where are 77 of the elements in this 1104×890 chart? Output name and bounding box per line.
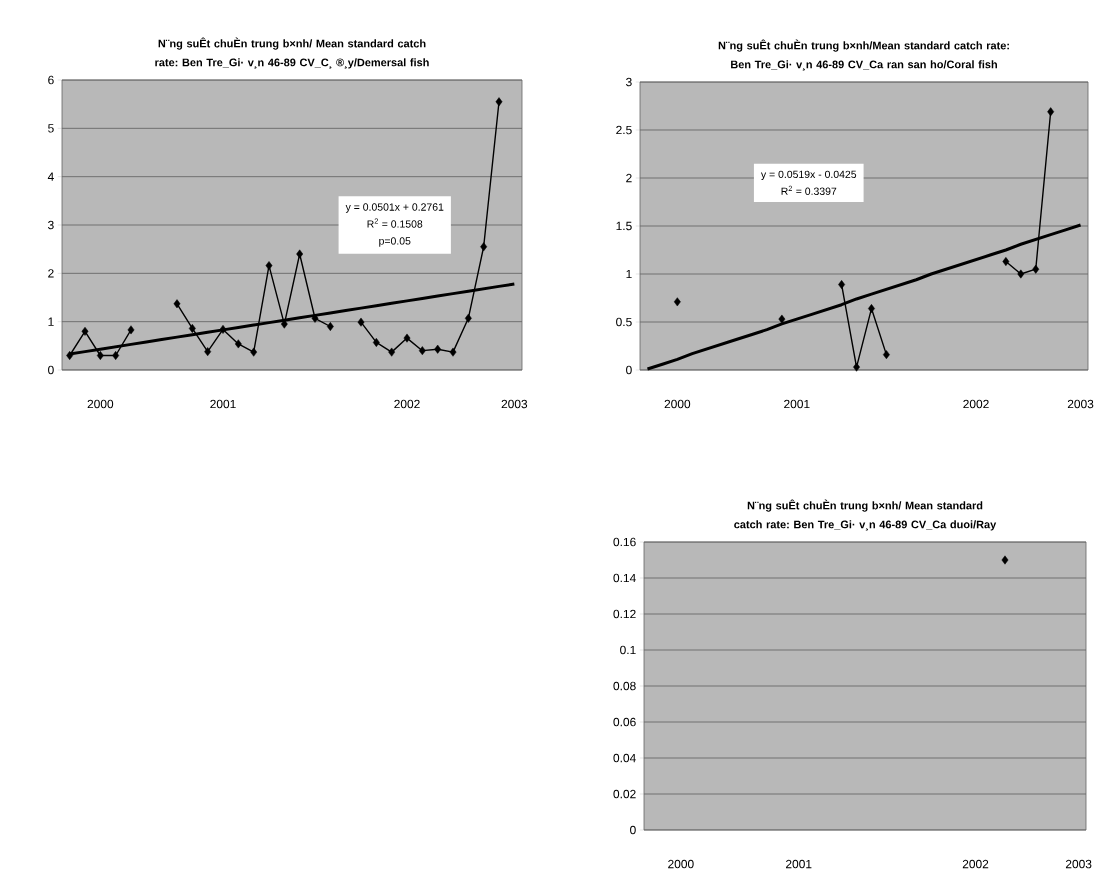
point: [66, 351, 74, 360]
point: [357, 317, 365, 327]
y-tick-label: 0.5: [616, 317, 632, 327]
annotation: R$^{2}$ = 0.3397: [781, 185, 837, 195]
point: [853, 362, 860, 372]
x-tick-label: 2000: [87, 399, 114, 409]
point: [778, 314, 786, 324]
point: [418, 346, 426, 356]
point: [495, 97, 503, 107]
point: [127, 325, 135, 335]
x-tick-label: 2001: [784, 399, 810, 409]
point: [403, 333, 411, 343]
y-tick-label: 4: [47, 172, 54, 181]
point: [173, 299, 181, 309]
x-tick-label: 2000: [668, 859, 694, 869]
y-tick-label: 0.06: [613, 717, 636, 727]
y-tick-label: 0: [630, 825, 636, 835]
point: [388, 347, 396, 357]
y-tick-label: 0.14: [613, 573, 636, 583]
point: [434, 344, 442, 354]
x-tick-label: 2002: [963, 399, 989, 409]
y-tick-label: 2: [48, 269, 54, 278]
y-tick-label: 0.12: [613, 609, 636, 619]
point: [868, 304, 875, 314]
point: [1047, 107, 1055, 117]
y-tick-label: 3: [48, 220, 54, 230]
point: [1017, 269, 1025, 279]
y-tick-label: 0: [626, 365, 632, 375]
point: [1032, 264, 1040, 274]
point: [480, 242, 488, 252]
point: [296, 249, 304, 259]
y-tick-label: 0.04: [613, 753, 636, 763]
point: [449, 347, 457, 357]
chart-title: N¨ng suÊt chuÈn trung b×nh/ Mean standard catch rate: Ben Tre_Gi· v¸n 46-89 CV_Ca duoi/Ray: [734, 499, 997, 531]
x-tick-label: 2003: [1067, 399, 1094, 409]
x-tick-label: 2002: [394, 399, 420, 409]
point: [250, 347, 258, 357]
point: [81, 326, 89, 336]
annotation: y = 0.0519x - 0.0425: [760, 170, 857, 181]
y-tick-label: 0.16: [613, 537, 636, 547]
x-tick-label: 2000: [664, 399, 691, 409]
y-tick-label: 0: [48, 365, 54, 375]
point: [1002, 257, 1010, 266]
x-tick-label: 2003: [501, 399, 528, 409]
point: [219, 324, 227, 334]
y-tick-label: 0.02: [613, 789, 636, 799]
x-tick-label: 2003: [1065, 859, 1092, 869]
annotation: R$^{2}$ = 0.1508: [367, 218, 423, 228]
x-tick-label: 2002: [962, 859, 989, 869]
point: [372, 338, 380, 347]
point: [838, 280, 846, 290]
y-tick-label: 0.08: [613, 681, 636, 691]
y-tick-label: 3: [626, 77, 632, 87]
point: [326, 322, 334, 331]
point: [265, 261, 273, 271]
point: [673, 297, 681, 307]
x-tick-label: 2001: [210, 399, 236, 409]
y-tick-label: 2: [626, 173, 632, 183]
point: [883, 350, 890, 360]
y-tick-label: 0.1: [620, 645, 636, 655]
point: [464, 313, 472, 323]
chart-title: N¨ng suÊt chuÈn trung b×nh/Mean standard catch rate: Ben Tre_Gi· v¸n 46-89 CV_Ca ran san ho/Coral fish: [718, 39, 1009, 71]
point: [204, 347, 212, 357]
y-tick-label: 1: [48, 317, 54, 326]
annotation: y = 0.0501x + 0.2761: [345, 203, 444, 213]
point: [188, 323, 196, 333]
y-tick-label: 5: [48, 124, 54, 133]
point: [112, 351, 120, 360]
point: [234, 339, 242, 349]
y-tick-label: 1.5: [616, 221, 632, 231]
chart-title: N¨ng suÊt chuÈn trung b×nh/ Mean standard catch rate: Ben Tre_Gi· v¸n 46-89 CV_C¸ ®¸y/Demersal fish: [155, 37, 429, 69]
annotation: p=0.05: [379, 237, 411, 247]
point: [96, 351, 104, 360]
x-tick-label: 2001: [786, 859, 812, 869]
y-tick-label: 2.5: [616, 125, 632, 135]
y-tick-label: 1: [626, 269, 632, 279]
y-tick-label: 6: [48, 75, 54, 85]
